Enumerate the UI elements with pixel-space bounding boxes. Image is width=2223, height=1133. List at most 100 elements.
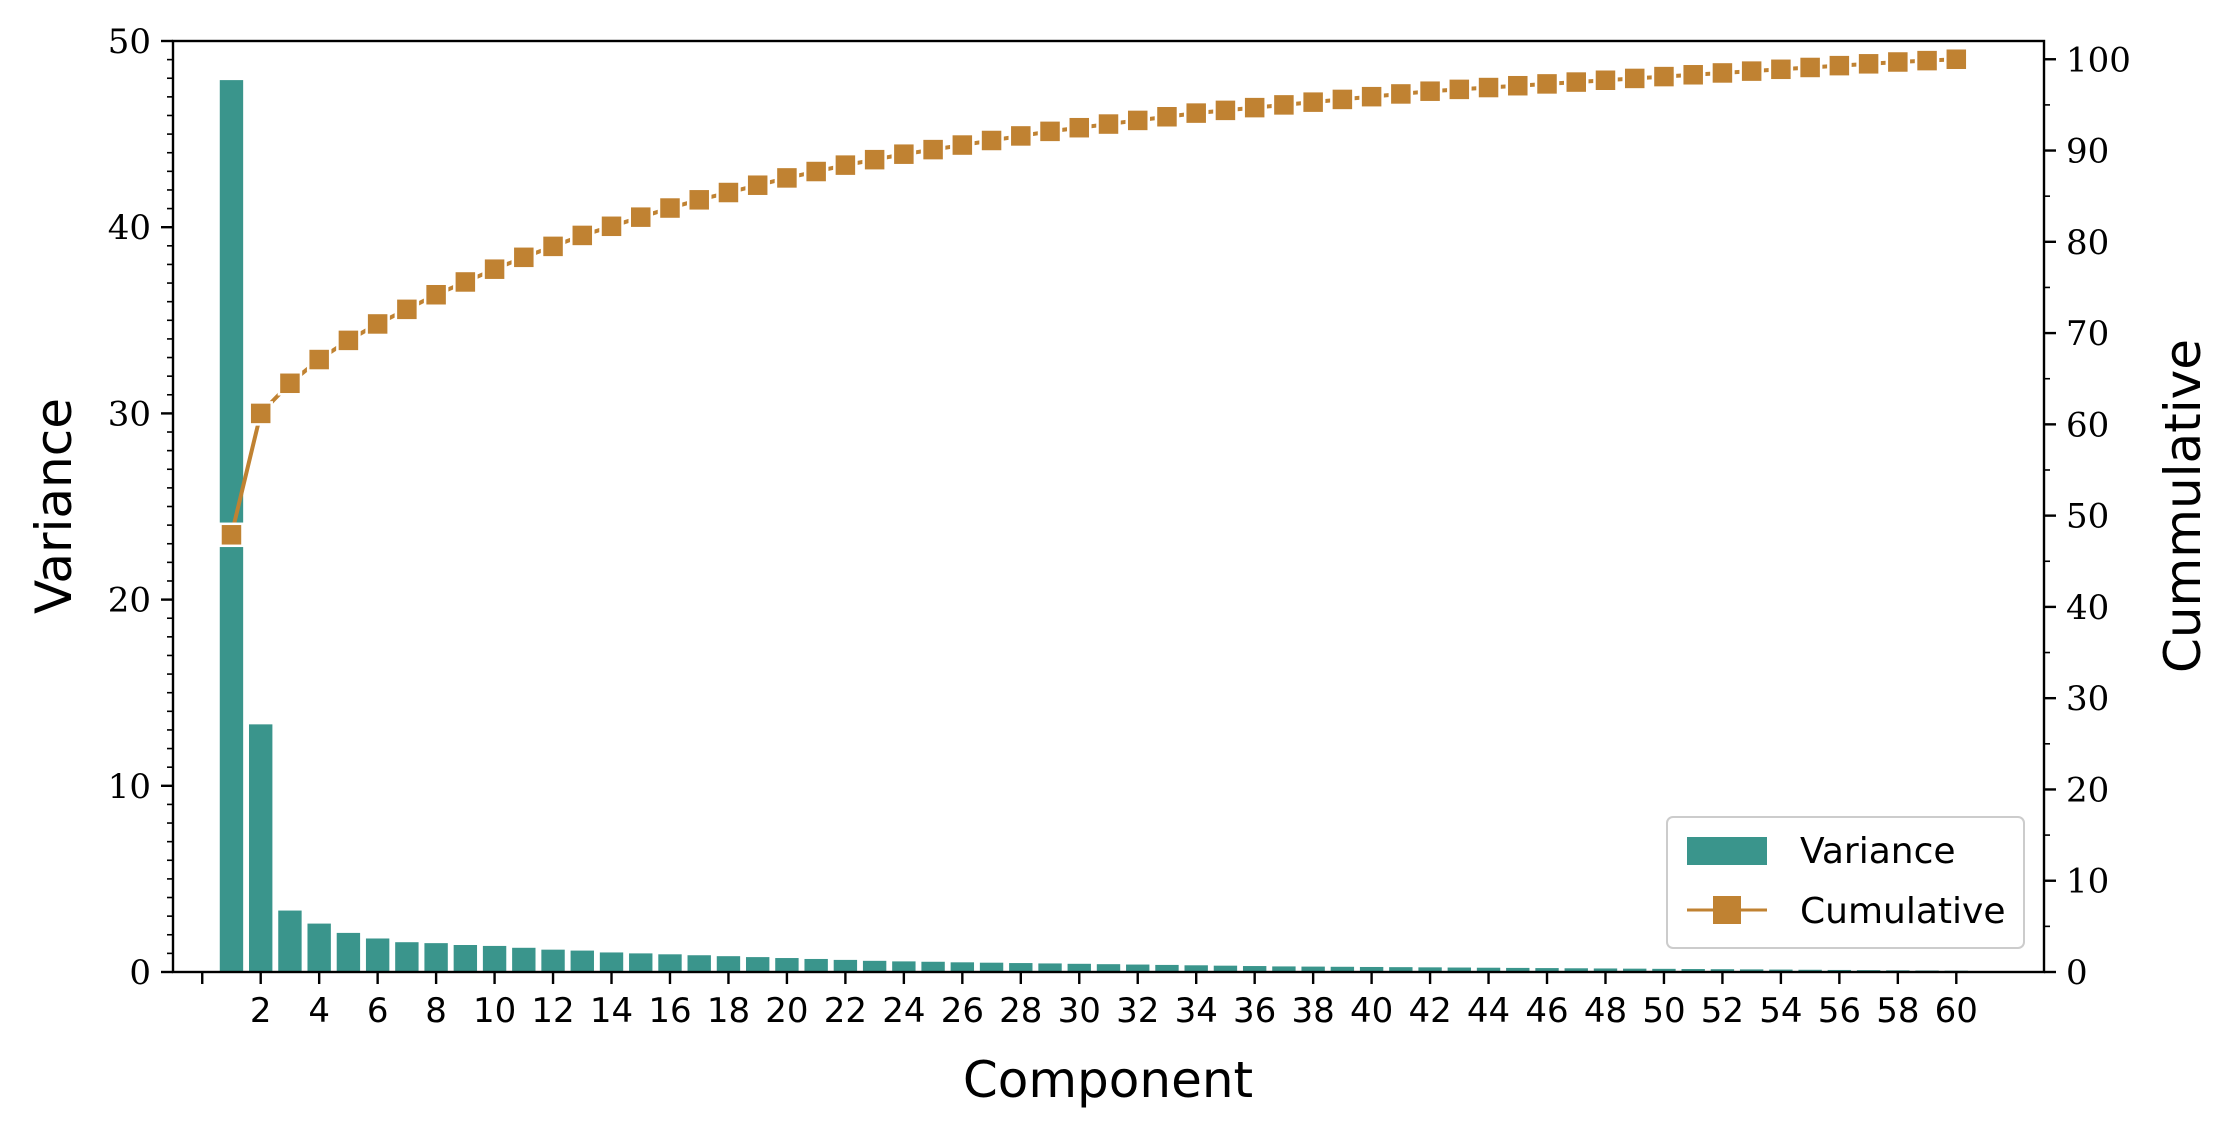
cumulative-marker bbox=[1388, 81, 1414, 107]
variance-bar bbox=[1447, 967, 1472, 972]
cumulative-marker bbox=[599, 214, 624, 239]
x-tick-label: 36 bbox=[1233, 991, 1276, 1031]
cumulative-marker bbox=[803, 159, 829, 184]
variance-bar bbox=[833, 959, 858, 972]
cumulative-marker bbox=[1739, 58, 1764, 84]
y-tick-label: 30 bbox=[108, 394, 151, 434]
x-tick-label: 40 bbox=[1350, 991, 1393, 1031]
variance-bar bbox=[687, 955, 711, 972]
cumulative-marker bbox=[1651, 64, 1677, 89]
x-tick-label: 8 bbox=[425, 991, 447, 1031]
x-tick-label: 54 bbox=[1759, 991, 1802, 1031]
cumulative-marker bbox=[1300, 89, 1326, 115]
legend-cumulative-label: Cumulative bbox=[1800, 891, 2005, 932]
cumulative-marker bbox=[1768, 57, 1794, 82]
variance-bar bbox=[892, 961, 916, 972]
cumulative-marker bbox=[1271, 92, 1297, 118]
cumulative-marker bbox=[1183, 100, 1209, 126]
variance-bar bbox=[775, 958, 799, 972]
cumulative-marker bbox=[1856, 51, 1881, 77]
cumulative-line bbox=[229, 57, 1957, 536]
x-tick-label: 52 bbox=[1701, 991, 1744, 1031]
variance-bar bbox=[249, 724, 273, 972]
variance-bar bbox=[424, 943, 448, 972]
x-tick-label: 44 bbox=[1467, 991, 1510, 1031]
cumulative-marker bbox=[1330, 87, 1355, 112]
variance-bar bbox=[950, 962, 975, 972]
variance-bar bbox=[395, 942, 419, 972]
cumulative-marker bbox=[540, 234, 566, 259]
cumulative-marker bbox=[1096, 111, 1121, 137]
y-axis-label: Variance bbox=[25, 398, 83, 614]
variance-bar bbox=[745, 957, 770, 972]
y2-tick-label: 40 bbox=[2066, 588, 2109, 628]
variance-bar bbox=[1126, 964, 1150, 972]
variance-bars bbox=[219, 80, 1968, 973]
x-tick-label: 58 bbox=[1876, 991, 1919, 1031]
cumulative-marker bbox=[336, 328, 361, 353]
cumulative-marker bbox=[1037, 119, 1063, 144]
cumulative-marker bbox=[1710, 60, 1735, 86]
cumulative-marker bbox=[1534, 71, 1560, 97]
variance-bar bbox=[1184, 965, 1208, 972]
cumulative-marker bbox=[482, 256, 507, 282]
y-tick-label: 10 bbox=[108, 767, 151, 807]
variance-bar bbox=[1301, 966, 1325, 972]
y2-tick-label: 80 bbox=[2066, 223, 2109, 263]
legend-variance-label: Variance bbox=[1800, 831, 1956, 872]
variance-bar bbox=[1739, 969, 1764, 972]
variance-bar bbox=[629, 953, 653, 972]
cumulative-marker bbox=[628, 204, 653, 230]
y-axis-left: 0 10 20 30 40 50 bbox=[108, 22, 173, 993]
variance-bar bbox=[1155, 964, 1179, 972]
cumulative-marker bbox=[1008, 123, 1034, 149]
cumulative-marker bbox=[219, 522, 244, 548]
cumulative-marker bbox=[1476, 75, 1501, 100]
cumulative-marker bbox=[657, 195, 683, 221]
cumulative-marker bbox=[423, 282, 449, 307]
y-tick-label: 0 bbox=[129, 953, 151, 993]
variance-bar bbox=[658, 954, 682, 972]
cumulative-marker bbox=[1213, 98, 1238, 123]
x-tick-label: 32 bbox=[1116, 991, 1159, 1031]
x-tick-label: 12 bbox=[531, 991, 574, 1031]
variance-bar bbox=[512, 947, 536, 972]
x-tick-label: 16 bbox=[648, 991, 691, 1031]
variance-bar bbox=[1535, 968, 1559, 972]
x-tick-label: 26 bbox=[941, 991, 984, 1031]
x-tick-label: 6 bbox=[367, 991, 389, 1031]
x-tick-label: 34 bbox=[1175, 991, 1218, 1031]
cumulative-marker bbox=[1914, 48, 1940, 73]
variance-bar bbox=[1681, 969, 1705, 972]
cumulative-marker bbox=[920, 137, 946, 162]
x-tick-label: 2 bbox=[250, 991, 272, 1031]
variance-bar bbox=[1476, 967, 1501, 972]
variance-bar bbox=[1769, 969, 1793, 972]
variance-bar bbox=[1564, 968, 1588, 972]
x-tick-label: 56 bbox=[1818, 991, 1861, 1031]
cumulative-marker bbox=[1944, 47, 1969, 72]
y2-tick-label: 70 bbox=[2066, 314, 2109, 354]
cumulative-series bbox=[219, 47, 1969, 548]
legend: Variance Cumulative bbox=[1666, 816, 2025, 949]
variance-bar bbox=[570, 950, 594, 972]
x-tick-label: 50 bbox=[1642, 991, 1685, 1031]
variance-bar bbox=[804, 958, 828, 972]
cumulative-marker bbox=[1359, 84, 1384, 109]
y2-tick-label: 20 bbox=[2066, 770, 2109, 810]
y2-axis-label: Cummulative bbox=[2154, 339, 2212, 673]
x-tick-label: 22 bbox=[824, 991, 867, 1031]
x-tick-label: 18 bbox=[707, 991, 750, 1031]
cumulative-marker bbox=[1417, 78, 1443, 104]
cumulative-marker bbox=[570, 223, 595, 248]
variance-bar bbox=[307, 923, 331, 972]
variance-bar bbox=[453, 945, 478, 972]
cumulative-marker bbox=[1680, 62, 1706, 88]
y2-tick-label: 0 bbox=[2066, 953, 2088, 993]
variance-bar bbox=[1242, 966, 1267, 972]
y2-tick-label: 50 bbox=[2066, 497, 2109, 537]
cumulative-marker bbox=[511, 245, 537, 270]
y-tick-label: 20 bbox=[108, 581, 151, 621]
variance-bar bbox=[1009, 963, 1033, 972]
cumulative-marker bbox=[1447, 77, 1472, 102]
